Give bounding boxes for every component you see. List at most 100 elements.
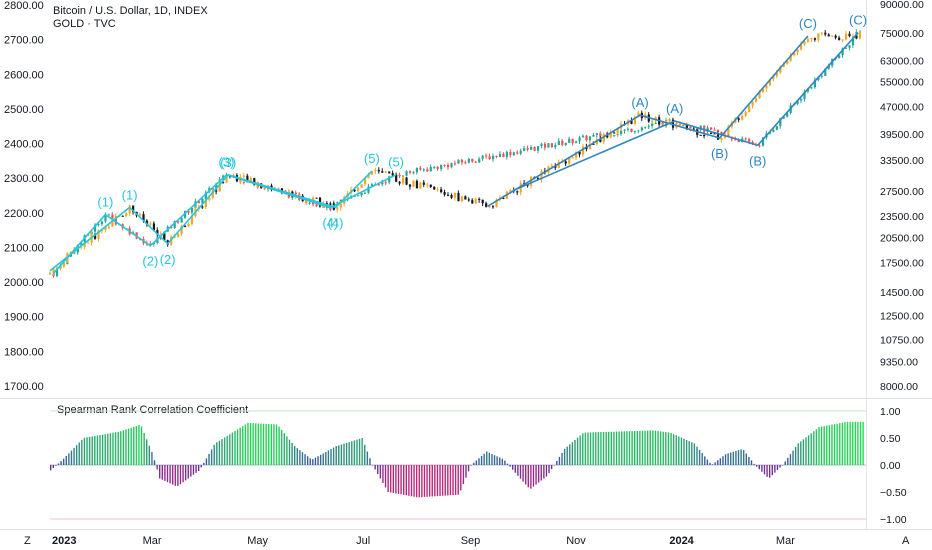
correlation-bar bbox=[854, 421, 857, 465]
gold-candle bbox=[478, 158, 481, 163]
gold-candle bbox=[488, 156, 491, 160]
correlation-bar bbox=[330, 448, 332, 465]
correlation-bar bbox=[428, 465, 431, 497]
gold-candle bbox=[190, 207, 194, 213]
correlation-bar bbox=[273, 424, 275, 465]
correlation-bar bbox=[789, 454, 792, 465]
correlation-bar bbox=[672, 434, 675, 465]
correlation-bar bbox=[283, 433, 285, 465]
correlation-bar bbox=[327, 450, 330, 465]
gold-candle bbox=[177, 221, 180, 223]
gold-candle bbox=[543, 143, 547, 148]
correlation-bar bbox=[771, 465, 773, 476]
correlation-bar bbox=[221, 439, 223, 465]
gold-candle bbox=[471, 159, 474, 162]
btc-candle bbox=[429, 184, 432, 187]
correlation-bar bbox=[405, 465, 407, 496]
btc-candle bbox=[218, 181, 221, 192]
gold-wave-label: (B) bbox=[749, 153, 766, 168]
btc-candle bbox=[453, 192, 457, 198]
right-price-tick-label: 17500.00 bbox=[880, 257, 924, 269]
correlation-bar bbox=[400, 465, 402, 495]
gold-candle bbox=[651, 123, 654, 127]
btc-candle bbox=[419, 182, 422, 189]
correlation-bar bbox=[719, 458, 722, 465]
time-tick-label: Mar bbox=[143, 535, 162, 547]
gold-candle bbox=[761, 137, 765, 146]
correlation-bar bbox=[242, 426, 244, 465]
correlation-bar bbox=[543, 465, 545, 479]
gold-candle bbox=[720, 131, 723, 135]
correlation-bar bbox=[293, 446, 296, 465]
correlation-bar bbox=[452, 465, 454, 496]
gold-candle bbox=[533, 147, 536, 151]
gold-candle bbox=[644, 126, 647, 128]
btc-candle bbox=[83, 243, 86, 247]
correlation-bar bbox=[706, 459, 709, 465]
correlation-bar bbox=[216, 442, 218, 465]
gold-candle bbox=[100, 221, 104, 225]
gold-candle bbox=[592, 135, 595, 137]
btc-candle bbox=[741, 115, 744, 120]
gold-candle bbox=[187, 210, 190, 213]
correlation-bar bbox=[724, 454, 727, 465]
correlation-bar bbox=[415, 465, 418, 498]
correlation-bar bbox=[499, 457, 501, 465]
correlation-bar bbox=[537, 465, 540, 483]
btc-wave-label: (C) bbox=[799, 16, 817, 31]
gold-candle bbox=[703, 125, 706, 132]
correlation-bar bbox=[127, 428, 130, 465]
correlation-bar bbox=[265, 423, 267, 465]
btc-candle bbox=[575, 152, 578, 158]
correlation-bar bbox=[444, 465, 446, 496]
correlation-bar bbox=[517, 465, 519, 476]
correlation-bar bbox=[351, 441, 353, 465]
correlation-bar bbox=[210, 449, 213, 465]
gold-candle bbox=[180, 217, 183, 223]
gold-candle bbox=[599, 133, 602, 137]
btc-candle bbox=[824, 32, 827, 35]
gold-candle bbox=[696, 128, 699, 131]
correlation-bar bbox=[478, 458, 480, 465]
btc-candle bbox=[609, 132, 612, 138]
btc-impulse-wave-line bbox=[49, 170, 373, 272]
correlation-bar bbox=[460, 465, 462, 491]
timezone-button[interactable]: Z bbox=[24, 535, 31, 547]
correlation-bar bbox=[828, 425, 831, 465]
gold-candle bbox=[467, 159, 470, 163]
correlation-bar bbox=[454, 465, 457, 495]
gold-candle bbox=[419, 167, 422, 170]
correlation-bar bbox=[465, 465, 467, 478]
gold-candle bbox=[578, 137, 581, 142]
gold-candle bbox=[838, 55, 841, 59]
correlation-bar bbox=[556, 460, 558, 465]
correlation-bar bbox=[304, 454, 306, 465]
btc-candle bbox=[111, 218, 114, 227]
btc-candle bbox=[225, 175, 228, 183]
btc-candle bbox=[557, 161, 560, 168]
correlation-bar bbox=[548, 465, 550, 474]
correlation-bar bbox=[608, 431, 610, 465]
left-price-tick-label: 2600.00 bbox=[4, 69, 44, 81]
correlation-bar bbox=[164, 465, 166, 481]
indicator-title: Spearman Rank Correlation Coefficient bbox=[57, 404, 248, 416]
gold-candle bbox=[173, 221, 176, 229]
correlation-bar bbox=[857, 421, 859, 465]
correlation-bar bbox=[384, 465, 387, 488]
correlation-bar bbox=[382, 465, 384, 483]
right-price-tick-label: 12500.00 bbox=[880, 311, 924, 323]
correlation-bar bbox=[509, 465, 511, 467]
btc-candle bbox=[602, 134, 605, 142]
btc-candle bbox=[810, 38, 813, 40]
correlation-bar bbox=[268, 424, 270, 465]
btc-candle bbox=[827, 34, 830, 37]
correlation-bar bbox=[807, 435, 810, 465]
correlation-bar bbox=[182, 465, 184, 483]
auto-scale-button[interactable]: A bbox=[902, 535, 910, 547]
correlation-bar bbox=[763, 465, 766, 475]
correlation-bar bbox=[234, 430, 236, 465]
correlation-bar bbox=[473, 462, 475, 465]
correlation-bar bbox=[755, 465, 758, 467]
